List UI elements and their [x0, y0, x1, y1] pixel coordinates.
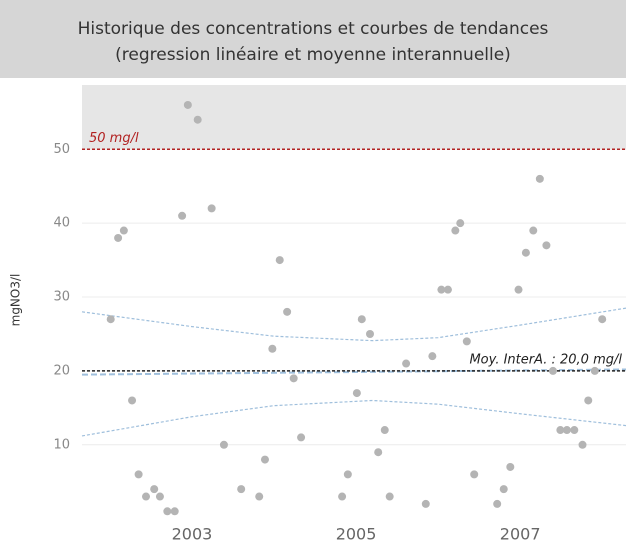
point	[590, 366, 599, 375]
point	[283, 307, 292, 316]
point	[128, 396, 137, 405]
point	[380, 426, 389, 435]
point	[556, 426, 565, 435]
point	[499, 485, 508, 494]
point	[562, 426, 571, 435]
point	[170, 507, 179, 516]
point	[207, 204, 216, 213]
point	[521, 248, 530, 257]
point	[338, 492, 347, 501]
point	[163, 507, 172, 516]
trend-line	[81, 399, 626, 437]
point	[578, 440, 587, 449]
x-tick-label: 2007	[500, 525, 541, 544]
point	[506, 462, 515, 471]
point	[219, 440, 228, 449]
point	[178, 211, 187, 220]
point	[255, 492, 264, 501]
point	[493, 499, 502, 508]
point	[443, 285, 452, 294]
point	[357, 315, 366, 324]
point	[150, 485, 159, 494]
y-tick-label: 30	[53, 290, 70, 305]
point	[385, 492, 394, 501]
point	[297, 433, 306, 442]
point	[155, 492, 164, 501]
point	[428, 352, 437, 361]
y-tick-label: 20	[53, 363, 70, 378]
chart-title: Historique des concentrations et courbes…	[78, 19, 549, 39]
point	[437, 285, 446, 294]
point	[402, 359, 411, 368]
point	[451, 226, 460, 235]
title-box	[0, 0, 626, 78]
point	[374, 448, 383, 457]
point	[343, 470, 352, 479]
point	[584, 396, 593, 405]
point	[352, 389, 361, 398]
point	[366, 329, 374, 338]
point	[456, 219, 465, 228]
point	[275, 256, 284, 265]
y-tick-label: 10	[53, 437, 70, 452]
x-tick-label: 2005	[336, 525, 377, 544]
trend-line	[81, 307, 626, 342]
point	[183, 100, 192, 109]
trend-line	[81, 368, 626, 376]
point	[542, 241, 551, 250]
point	[268, 344, 277, 353]
point	[421, 499, 430, 508]
point	[548, 366, 557, 375]
reference-label: 50 mg/l	[89, 131, 139, 146]
x-tick-label: 2003	[172, 525, 213, 544]
point	[529, 226, 538, 235]
point	[289, 374, 298, 383]
point	[193, 115, 202, 124]
point	[142, 492, 150, 501]
reference-label: Moy. InterA. : 20,0 mg/l	[469, 352, 622, 367]
point	[260, 455, 269, 464]
point	[106, 315, 115, 324]
point	[134, 470, 143, 479]
point	[114, 233, 123, 242]
point	[514, 285, 523, 294]
point	[470, 470, 479, 479]
threshold-zone	[82, 85, 626, 150]
chart-title: (regression linéaire et moyenne interann…	[115, 45, 511, 65]
point	[237, 485, 246, 494]
point	[535, 174, 544, 183]
y-axis-label: mgNO3/l	[9, 274, 23, 327]
point	[119, 226, 128, 235]
point	[598, 315, 607, 324]
y-tick-label: 40	[53, 216, 70, 231]
y-tick-label: 50	[53, 142, 70, 157]
point	[570, 426, 579, 435]
point	[462, 337, 471, 346]
